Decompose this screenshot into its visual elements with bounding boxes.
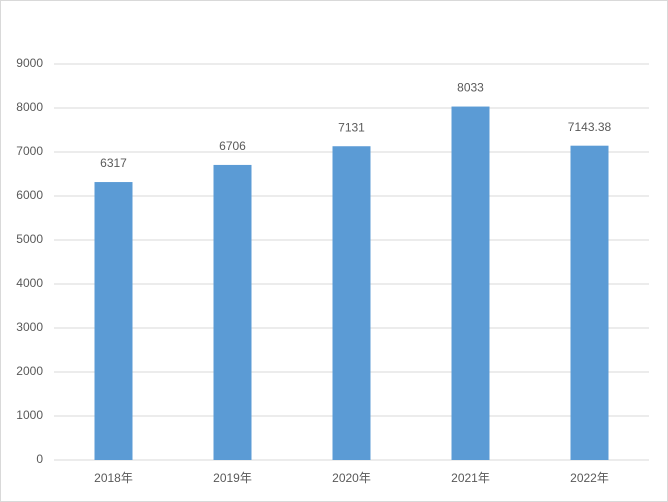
y-tick-label: 2000	[16, 364, 43, 378]
x-tick-label: 2022年	[570, 471, 609, 485]
x-tick-label: 2021年	[451, 471, 490, 485]
y-tick-label: 8000	[16, 100, 43, 114]
bar	[451, 106, 490, 460]
y-tick-label: 5000	[16, 232, 43, 246]
bar	[213, 164, 252, 460]
bar	[332, 146, 371, 460]
y-tick-label: 4000	[16, 276, 43, 290]
value-label: 6317	[100, 156, 127, 170]
y-tick-label: 3000	[16, 320, 43, 334]
x-tick-label: 2019年	[213, 471, 252, 485]
bar	[94, 182, 133, 460]
value-label: 8033	[457, 81, 484, 95]
bar	[570, 145, 609, 460]
y-tick-label: 9000	[16, 56, 43, 70]
value-label: 7131	[338, 120, 365, 134]
x-tick-label: 2018年	[94, 471, 133, 485]
y-tick-label: 1000	[16, 408, 43, 422]
y-tick-label: 6000	[16, 188, 43, 202]
value-label: 7143.38	[568, 120, 612, 134]
x-tick-label: 2020年	[332, 471, 371, 485]
value-label: 6706	[219, 139, 246, 153]
y-tick-label: 7000	[16, 144, 43, 158]
y-tick-label: 0	[36, 452, 43, 466]
